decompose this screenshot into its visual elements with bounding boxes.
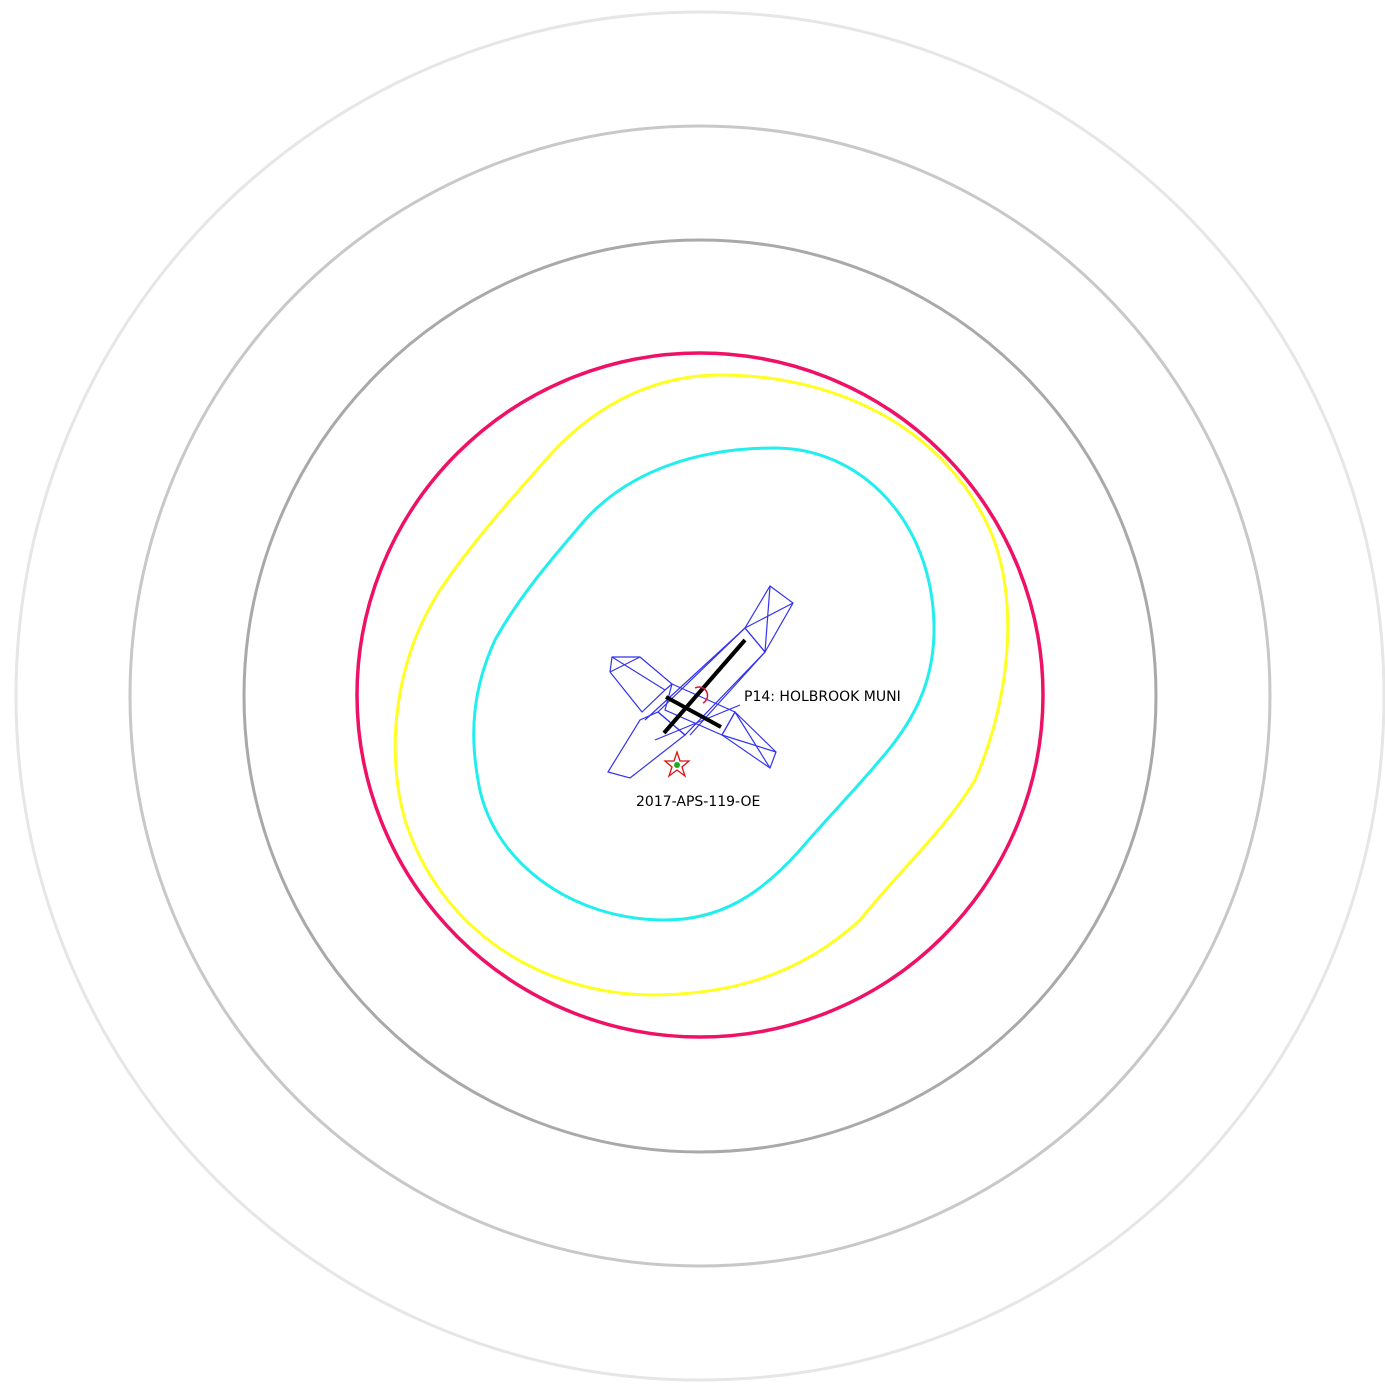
- obstacle-label: 2017-APS-119-OE: [636, 794, 760, 810]
- runway-nw-se-se-approach: [721, 711, 777, 769]
- runway-surfaces: [607, 585, 794, 779]
- obstacle-star-icon: [663, 749, 691, 778]
- runway-nw-se-nw-diag-2: [609, 656, 641, 673]
- runway-nw-se: [665, 695, 722, 729]
- airport-marker-icon: [694, 686, 709, 704]
- runway-nw-se-nw-diag-1: [611, 656, 666, 691]
- runway-ne-sw-sw-approach: [607, 711, 686, 779]
- cyan-surface-boundary: [472, 446, 936, 922]
- horizontal-surface-boundary: [355, 351, 1045, 1039]
- runways: [662, 638, 747, 735]
- range-ring-middle: [128, 124, 1272, 1268]
- obstacle-dot-icon: [674, 762, 680, 768]
- airport-reference-marker[interactable]: [694, 686, 709, 704]
- range-ring-inner: [242, 238, 1158, 1154]
- range-ring-outer: [14, 10, 1385, 1382]
- runway-ne-sw-edge-west: [644, 627, 746, 721]
- runway-ne-sw: [662, 638, 747, 735]
- runway-ne-sw-ne-diag-2: [744, 602, 794, 629]
- yellow-surface-boundary: [393, 373, 1010, 997]
- runway-nw-se-crosslink: [654, 704, 741, 741]
- airport-label: P14: HOLBROOK MUNI: [744, 689, 901, 705]
- runway-ne-sw-ne-diag-1: [764, 585, 771, 653]
- runway-nw-se-se-diag-1: [734, 711, 771, 769]
- obstacle-marker[interactable]: [663, 749, 691, 778]
- range-rings: [14, 10, 1385, 1382]
- runway-nw-se-se-diag-2: [721, 734, 777, 753]
- runway-ne-sw-edge-east: [689, 651, 766, 736]
